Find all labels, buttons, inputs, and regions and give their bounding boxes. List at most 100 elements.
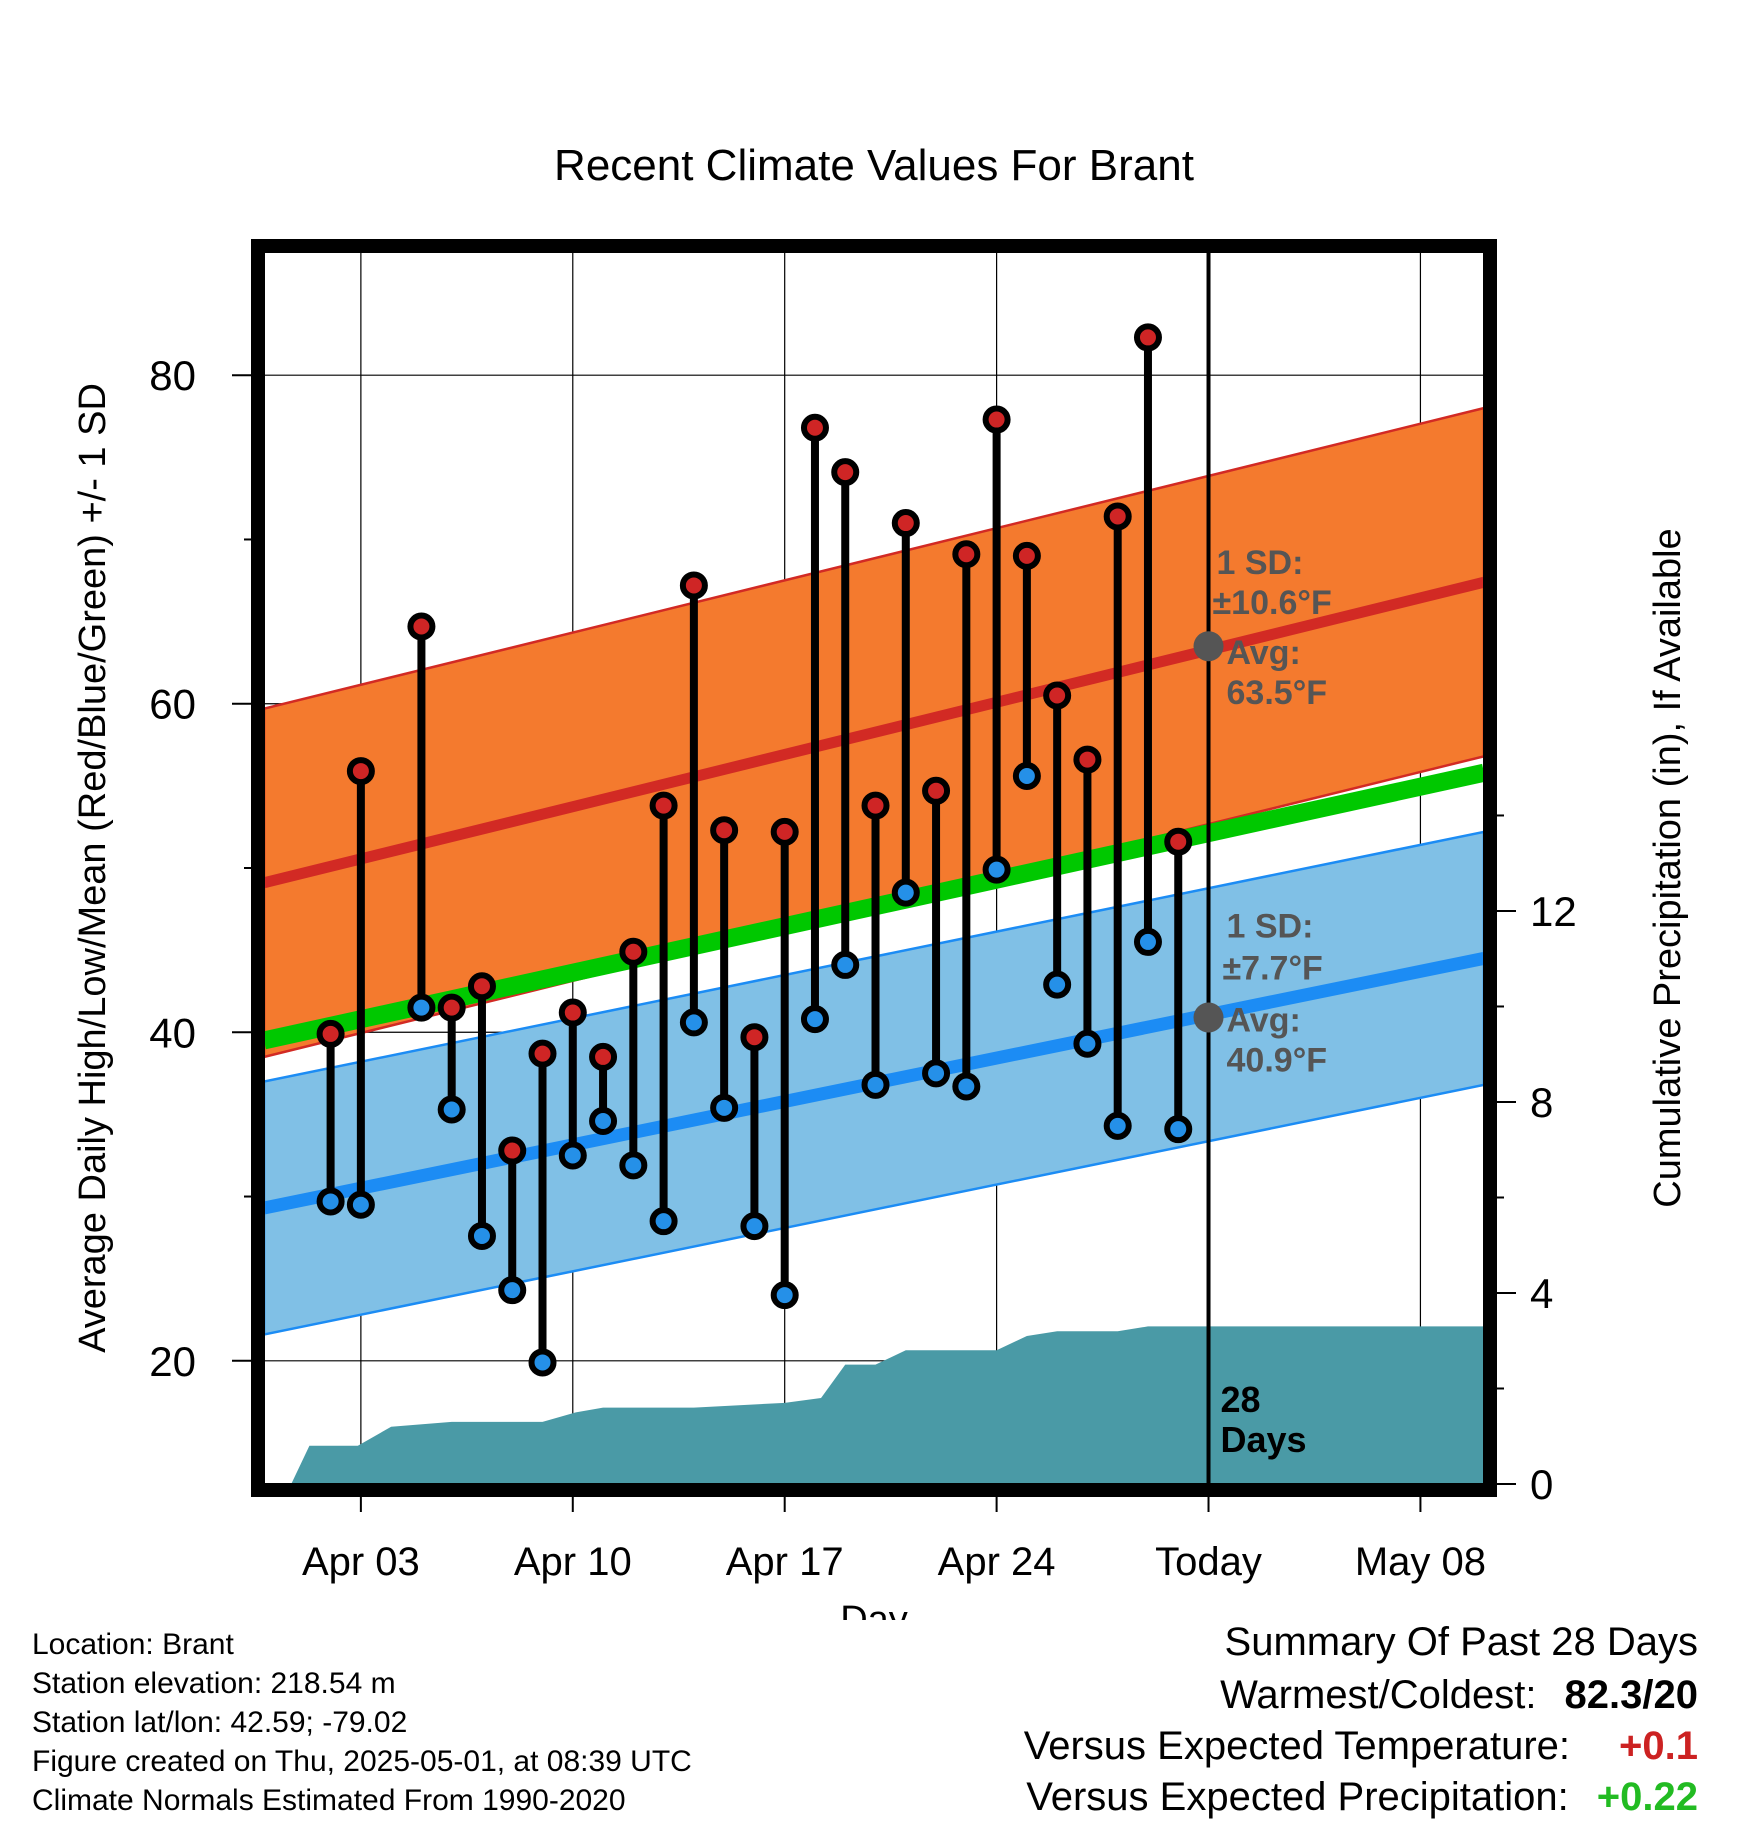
- daily-low-point: [679, 1008, 708, 1037]
- daily-high-point: [346, 757, 375, 786]
- daily-high-point: [1103, 502, 1132, 531]
- chart-title: Recent Climate Values For Brant: [554, 141, 1194, 190]
- daily-low-point: [346, 1190, 375, 1219]
- daily-low-point: [710, 1093, 739, 1122]
- warmest-label: Warmest/Coldest:: [1220, 1673, 1537, 1717]
- summary-panel: Summary Of Past 28 Days Warmest/Coldest:…: [1024, 1620, 1698, 1820]
- daily-low-point: [982, 855, 1011, 884]
- x-tick-label: Today: [1155, 1540, 1262, 1584]
- daily-low-point: [770, 1281, 799, 1310]
- normal-high-line: [264, 576, 1484, 889]
- daily-low-point: [891, 878, 920, 907]
- y2-tick-label: 0: [1530, 1461, 1553, 1508]
- y2-tick-label: 8: [1530, 1079, 1553, 1126]
- daily-high-point: [649, 791, 678, 820]
- daily-high-point: [1133, 323, 1162, 352]
- daily-high-point: [952, 540, 981, 569]
- daily-low-point: [589, 1106, 618, 1135]
- temp-value: +0.1: [1619, 1724, 1698, 1768]
- latlon-text: Station lat/lon: 42.59; -79.02: [32, 1706, 408, 1739]
- x-tick-label: Apr 17: [726, 1540, 844, 1584]
- daily-high-point: [498, 1136, 527, 1165]
- daily-high-point: [1073, 745, 1102, 774]
- y-axis-label: Average Daily High/Low/Mean (Red/Blue/Gr…: [72, 383, 114, 1353]
- high-avg-label: Avg:: [1227, 634, 1301, 672]
- temp-label: Versus Expected Temperature:: [1023, 1724, 1570, 1768]
- daily-high-point: [316, 1019, 345, 1048]
- daily-high-point: [800, 413, 829, 442]
- y-tick-label: 40: [149, 1009, 196, 1056]
- daily-high-point: [437, 993, 466, 1022]
- daily-low-point: [528, 1348, 557, 1377]
- precipitation-area: [291, 1326, 1484, 1484]
- summary-row-warmest: Warmest/Coldest: 82.3/20: [1024, 1673, 1698, 1718]
- daily-low-point: [831, 950, 860, 979]
- daily-low-point: [316, 1187, 345, 1216]
- low-avg-marker: [1193, 1002, 1224, 1033]
- y-tick-label: 60: [149, 681, 196, 728]
- daily-high-point: [407, 612, 436, 641]
- high-sd-label: 1 SD:: [1217, 544, 1304, 582]
- y2-tick-label: 4: [1530, 1270, 1553, 1317]
- daily-high-point: [1164, 827, 1193, 856]
- station-info: Location: Brant Station elevation: 218.5…: [32, 1625, 692, 1820]
- normals-text: Climate Normals Estimated From 1990-2020: [32, 1784, 626, 1817]
- daily-high-point: [710, 816, 739, 845]
- daily-low-point: [1012, 762, 1041, 791]
- axes: 20 40 60 80 0 4 8 12 Apr 03 Apr 10 Apr 17 Apr 24 Tod…: [149, 352, 1576, 1584]
- summary-row-temp: Versus Expected Temperature: +0.1: [1024, 1724, 1698, 1769]
- today-days-label: Days: [1221, 1419, 1307, 1460]
- high-avg-marker: [1193, 631, 1224, 662]
- daily-low-point: [1164, 1115, 1193, 1144]
- today-days-count: 28: [1221, 1379, 1261, 1420]
- daily-high-point: [679, 571, 708, 600]
- daily-high-point: [922, 776, 951, 805]
- daily-low-point: [740, 1212, 769, 1241]
- summary-row-precip: Versus Expected Precipitation: +0.22: [1024, 1775, 1698, 1820]
- low-avg-label: Avg:: [1227, 1001, 1301, 1039]
- daily-low-point: [1133, 927, 1162, 956]
- daily-low-point: [407, 993, 436, 1022]
- daily-high-point: [770, 817, 799, 846]
- precip-label: Versus Expected Precipitation:: [1026, 1775, 1569, 1819]
- high-sd-value: ±10.6°F: [1213, 584, 1332, 622]
- low-sd-value: ±7.7°F: [1223, 949, 1323, 987]
- daily-high-point: [528, 1039, 557, 1068]
- daily-low-point: [861, 1070, 890, 1099]
- daily-low-point: [922, 1059, 951, 1088]
- daily-low-point: [467, 1221, 496, 1250]
- low-sd-label: 1 SD:: [1227, 907, 1314, 945]
- daily-low-point: [558, 1141, 587, 1170]
- daily-low-point: [437, 1095, 466, 1124]
- summary-title: Summary Of Past 28 Days: [1224, 1620, 1698, 1664]
- x-axis-label: Day: [840, 1599, 908, 1620]
- y-tick-label: 80: [149, 352, 196, 399]
- daily-low-point: [1073, 1029, 1102, 1058]
- daily-high-point: [558, 998, 587, 1027]
- daily-high-point: [831, 458, 860, 487]
- y2-axis-label: Cumulative Precipitation (in), If Availa…: [1647, 528, 1689, 1207]
- daily-high-point: [589, 1042, 618, 1071]
- location-text: Location: Brant: [32, 1628, 234, 1661]
- daily-high-point: [467, 972, 496, 1001]
- daily-high-point: [891, 509, 920, 538]
- daily-low-point: [649, 1207, 678, 1236]
- x-tick-label: Apr 24: [938, 1540, 1056, 1584]
- warmest-value: 82.3/20: [1564, 1673, 1698, 1717]
- y2-tick-label: 12: [1530, 888, 1577, 935]
- daily-high-point: [619, 937, 648, 966]
- daily-low-point: [1043, 970, 1072, 999]
- daily-high-point: [982, 405, 1011, 434]
- x-tick-label: May 08: [1355, 1540, 1486, 1584]
- daily-low-point: [952, 1072, 981, 1101]
- daily-low-point: [1103, 1111, 1132, 1140]
- daily-high-point: [1043, 681, 1072, 710]
- daily-low-point: [800, 1005, 829, 1034]
- precip-value: +0.22: [1596, 1775, 1698, 1819]
- created-text: Figure created on Thu, 2025-05-01, at 08…: [32, 1745, 692, 1778]
- daily-high-point: [740, 1023, 769, 1052]
- daily-low-point: [619, 1151, 648, 1180]
- x-tick-label: Apr 03: [302, 1540, 420, 1584]
- high-avg-value: 63.5°F: [1227, 674, 1328, 712]
